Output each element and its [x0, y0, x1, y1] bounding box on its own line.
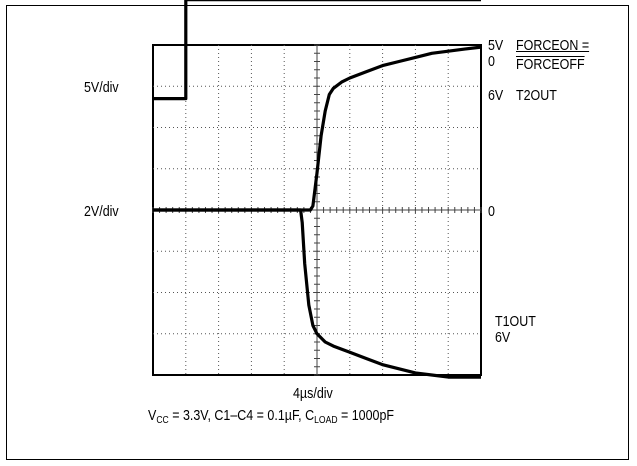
caption-end: = 1000pF: [337, 408, 395, 424]
forceon-zero-label: 0: [488, 54, 495, 70]
time-scale-label: 4µs/div: [293, 386, 333, 402]
caption-mid: = 3.3V, C1–C4 = 0.1µF, C: [168, 408, 315, 424]
t1out-label: T1OUT: [495, 314, 536, 330]
t2out-label: T2OUT: [516, 88, 557, 104]
t2out-6v-label: 6V: [488, 88, 504, 104]
channel1-scale-label: 5V/div: [84, 80, 119, 96]
center-zero-label: 0: [488, 204, 495, 220]
forceoff-label: FORCEOFF: [516, 57, 585, 73]
caption-load-subscript: LOAD: [314, 415, 338, 426]
caption-v: V: [148, 408, 157, 424]
figure-frame: [6, 5, 629, 460]
forceon-label: FORCEON =: [516, 38, 590, 54]
trace-forceon: [153, 0, 481, 101]
channel2-scale-label: 2V/div: [84, 204, 119, 220]
t1out-6v-label: 6V: [495, 330, 511, 346]
caption-cc-subscript: CC: [156, 415, 169, 426]
trace-t2out: [153, 45, 482, 212]
traces: [153, 0, 482, 379]
trace-t1out: [153, 208, 481, 379]
conditions-caption: VCC = 3.3V, C1–C4 = 0.1µF, CLOAD = 1000p…: [148, 408, 395, 426]
forceon-5v-label: 5V: [488, 38, 504, 54]
